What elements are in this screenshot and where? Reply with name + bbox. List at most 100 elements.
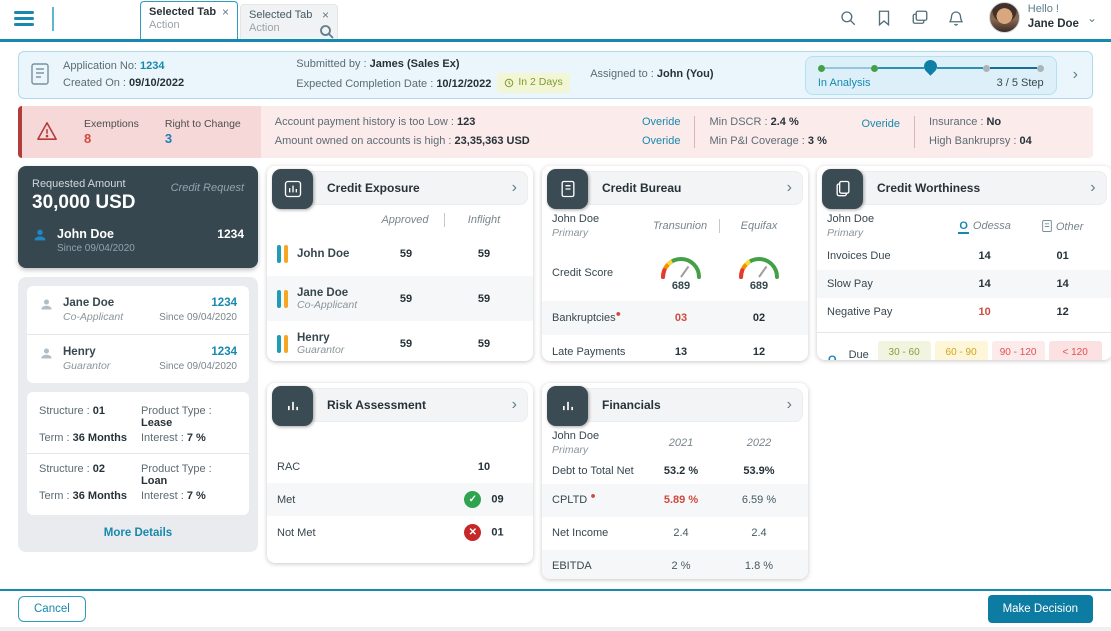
tab-selected-inactive[interactable]: Selected Tab × Action [240, 4, 338, 39]
tab-subtitle: Action [249, 22, 280, 34]
application-summary-bar: Application No: 1234 Created On : 09/10/… [18, 51, 1093, 99]
exposure-row[interactable]: John Doe 59 59 [267, 231, 533, 276]
subject-role: Primary [552, 227, 589, 240]
dual-bar-icon [277, 334, 288, 353]
dscr-value: 2.4 % [770, 116, 799, 129]
user-avatar [988, 2, 1020, 33]
party-row[interactable]: Jane Doe Co-Applicant 1234 Since 09/04/2… [27, 286, 249, 334]
more-details-link[interactable]: More Details [103, 527, 173, 539]
card-expand-chevron-icon[interactable]: › [786, 396, 792, 413]
exposure-row[interactable]: Jane Doe Co-Applicant 59 59 [267, 276, 533, 321]
column-header-2022: 2022 [746, 437, 772, 450]
pi-coverage-label: Min P&I Coverage : [709, 135, 808, 147]
notifications-bell-icon[interactable] [947, 9, 965, 27]
dual-bar-icon [277, 244, 288, 263]
alert-dot-icon: ● [590, 490, 596, 501]
primary-applicant-id: 1234 [217, 227, 244, 241]
risk-row: Not Met ✕ 01 [267, 516, 533, 549]
structure-row: Structure : 01 Product Type : Lease Term… [39, 405, 212, 444]
card-title: Risk Assessment [327, 398, 426, 412]
bookmark-icon[interactable] [875, 9, 893, 27]
party-id[interactable]: 1234 [211, 346, 237, 358]
financial-row: Net Income 2.4 2.4 [552, 527, 767, 540]
cancel-button[interactable]: Cancel [18, 596, 86, 622]
subject-role: Primary [827, 227, 864, 240]
alert-line1-label: Account payment history is too Low : [274, 116, 457, 129]
card-expand-chevron-icon[interactable]: › [1090, 179, 1096, 196]
card-title: Credit Bureau [602, 181, 682, 195]
hamburger-menu-icon[interactable] [14, 11, 34, 26]
structures-card: Structure : 01 Product Type : Lease Term… [27, 392, 249, 515]
person-icon [39, 346, 54, 364]
card-expand-chevron-icon[interactable]: › [786, 179, 792, 196]
override-link[interactable]: Overide [861, 118, 900, 130]
exemptions-stat[interactable]: Exemptions 8 [84, 118, 139, 146]
financial-row: EBITDA 2 % 1.8 % [542, 549, 808, 579]
person-icon [39, 297, 54, 315]
chevron-down-icon[interactable]: ⌄ [1086, 10, 1097, 25]
tab-close-icon[interactable]: × [221, 5, 229, 19]
credit-bureau-card: Credit Bureau › John Doe Primary Transuni… [542, 166, 808, 361]
card-expand-chevron-icon[interactable]: › [511, 396, 517, 413]
assigned-to-label: Assigned to : [590, 68, 657, 81]
workflow-stepper[interactable]: In Analysis 3 / 5 Step [804, 55, 1057, 95]
late-payments-row: Late Payments 13 12 [552, 345, 766, 358]
subject-name: John Doe [827, 213, 875, 225]
card-expand-chevron-icon[interactable]: › [511, 179, 517, 196]
column-header-inflight: Inflight [467, 214, 501, 226]
party-row[interactable]: Henry Guarantor 1234 Since 09/04/2020 [27, 334, 249, 383]
step-current-pin-icon [921, 56, 940, 76]
interest-value: 7 % [186, 432, 206, 444]
right-to-change-stat[interactable]: Right to Change 3 [165, 118, 241, 146]
step-counter: 3 / 5 Step [996, 76, 1044, 89]
financial-row: CPLTD ● 5.89 % 6.59 % [542, 483, 808, 517]
exposure-row[interactable]: Henry Guarantor 59 59 [267, 321, 533, 361]
tab-close-icon[interactable]: × [321, 8, 329, 22]
created-on-label: Created On : [63, 77, 130, 89]
tab-search-icon[interactable] [318, 23, 334, 39]
worthiness-row: Negative Pay 10 12 [827, 305, 1069, 318]
insurance-value: No [986, 116, 1002, 129]
alert-stripe [18, 106, 22, 158]
tab-title: Selected Tab [149, 6, 217, 18]
user-menu[interactable]: Hello ! Jane Doe ⌄ [988, 2, 1097, 33]
application-no-value[interactable]: 1234 [140, 59, 165, 72]
make-decision-button[interactable]: Make Decision [987, 595, 1093, 623]
due-days-bucket: 90 - 12012 [991, 340, 1045, 360]
exemptions-label: Exemptions [84, 118, 139, 130]
override-link[interactable]: Overide [641, 116, 681, 129]
tab-selected-active[interactable]: Selected Tab × Action [140, 1, 238, 39]
due-days-row: O Due Days 30 - 6020 60 - 9012 90 - 12012… [817, 331, 1111, 360]
step-dot-done [817, 64, 825, 72]
due-badge: In 2 Days [497, 73, 570, 93]
exceptions-alert-bar: Exemptions 8 Right to Change 3 Account p… [18, 106, 1093, 158]
x-circle-icon: ✕ [464, 524, 482, 541]
submitted-by-value: James (Sales Ex) [369, 58, 460, 71]
copy-pages-icon [822, 169, 863, 209]
requested-amount-value: 30,000 USD [32, 192, 136, 213]
column-header-2021: 2021 [668, 437, 694, 450]
current-stage-label: In Analysis [817, 76, 871, 89]
column-header-equifax: Equifax [740, 220, 778, 233]
stepper-expand-chevron-icon[interactable]: › [1072, 66, 1078, 83]
tab-strip: Selected Tab × Action Selected Tab × Actio… [140, 1, 338, 39]
insurance-label: Insurance : [929, 116, 987, 129]
party-id[interactable]: 1234 [211, 297, 237, 309]
override-link[interactable]: Overide [641, 135, 681, 147]
due-days-bucket: 30 - 6020 [877, 340, 931, 360]
column-header-transunion: Transunion [652, 220, 708, 233]
risk-row: Met ✓ 09 [267, 483, 533, 516]
created-on-value: 09/10/2022 [129, 77, 185, 89]
windows-duplicate-icon[interactable] [911, 9, 929, 27]
bars-icon [547, 386, 588, 426]
search-icon[interactable] [839, 9, 857, 27]
header-divider [52, 7, 54, 31]
alert-line2-value: 23,35,363 USD [454, 135, 530, 147]
bankruptcy-value: 04 [1019, 135, 1032, 147]
product-type-value: Loan [141, 475, 168, 487]
due-days-label: Due Days [848, 348, 869, 360]
party-role: Guarantor [63, 360, 111, 372]
card-title: Financials [602, 398, 661, 412]
warning-triangle-icon [36, 121, 58, 144]
top-navigation-bar: Selected Tab × Action Selected Tab × Actio… [0, 0, 1111, 42]
